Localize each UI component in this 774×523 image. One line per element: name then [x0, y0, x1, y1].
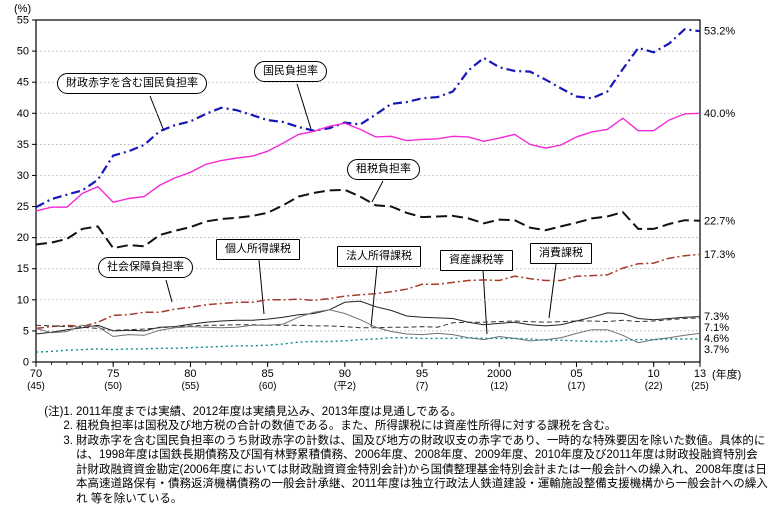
- series-label-deficit-included-national-burden: 財政赤字を含む国民負担率: [57, 73, 207, 94]
- x-tick-sublabel: (12): [490, 381, 508, 392]
- series-end-label: 7.1%: [704, 322, 729, 334]
- x-tick-sublabel: (22): [645, 381, 663, 392]
- x-tick-sublabel: (平2): [334, 381, 356, 392]
- footnote-marker: 3.: [63, 434, 73, 447]
- series-line-national-burden: [35, 112, 701, 212]
- y-tick-label: 15: [17, 263, 29, 275]
- x-tick-sublabel: (25): [691, 381, 709, 392]
- y-tick-label: 30: [17, 170, 29, 182]
- series-label-consumption-tax: 消費課税: [530, 243, 592, 264]
- callout-leader-lines: [149, 83, 557, 335]
- series-label-asset-tax: 資産課税等: [440, 250, 513, 271]
- footnote-text: 租税負担率は国税及び地方税の合計の数値である。また、所得課税には資産性所得に対す…: [76, 420, 617, 433]
- x-axis-unit: (年度): [712, 367, 741, 381]
- series-label-national-burden: 国民負担率: [254, 61, 327, 82]
- series-line-social-security-burden: [35, 253, 701, 330]
- x-tick-sublabel: (7): [416, 381, 428, 392]
- y-tick-label: 10: [17, 294, 29, 306]
- chart-area: 0 5 10 15 20 25 30 35 40 45 50 55 (%) (年度) 70 (45) 75 (50…: [14, 3, 741, 392]
- x-tick-sublabel: (60): [259, 381, 277, 392]
- y-tick-label: 35: [17, 139, 29, 151]
- y-tick-label: 0: [23, 357, 29, 369]
- x-tick-sublabel: (55): [182, 381, 200, 392]
- y-tick-label: 45: [17, 77, 29, 89]
- x-tick-label: 75: [107, 368, 119, 380]
- y-tick-label: 50: [17, 46, 29, 58]
- y-axis-unit: (%): [14, 3, 31, 15]
- x-tick-label: 85: [262, 368, 274, 380]
- y-tick-label: 5: [23, 325, 29, 337]
- footnote-1: (注)1. 2011年度までは実績、2012年度は実績見込み、2013年度は見通…: [6, 405, 768, 419]
- x-tick-label: 90: [339, 368, 351, 380]
- x-tick-label: 13: [694, 368, 706, 380]
- footnote-text: 2011年度までは実績、2012年度は実績見込み、2013年度は見通しである。: [76, 406, 462, 418]
- series-line-consumption-tax: [35, 317, 701, 331]
- x-tick-label: 95: [416, 368, 428, 380]
- series-end-label: 40.0%: [704, 108, 735, 120]
- chart-canvas: 0510152025303540455055(%)(年度)70(45)75(50…: [14, 3, 741, 392]
- x-tick-label: 2000: [487, 368, 511, 380]
- series-end-label: 7.3%: [704, 311, 729, 323]
- x-tick-sublabel: (50): [104, 381, 122, 392]
- y-tick-label: 20: [17, 232, 29, 244]
- footnote-3: 3. 財政赤字を含む国民負担率のうち財政赤字の計数は、国及び地方の財政収支の赤字…: [6, 434, 768, 506]
- footnotes: (注)1. 2011年度までは実績、2012年度は実績見込み、2013年度は見通…: [6, 405, 768, 506]
- series-end-label: 53.2%: [704, 26, 735, 38]
- series-end-label: 22.7%: [704, 215, 735, 227]
- series-line-tax-burden: [35, 188, 701, 250]
- x-tick-label: 80: [184, 368, 196, 380]
- x-tick-sublabel: (45): [27, 381, 45, 392]
- footnote-marker: (注)1.: [44, 406, 73, 418]
- series-line-deficit-included-national-burden: [35, 28, 701, 209]
- plot-border: [35, 19, 701, 363]
- footnote-text: 財政赤字を含む国民負担率のうち財政赤字の計数は、国及び地方の財政収支の赤字であり…: [76, 434, 768, 505]
- series-line-individual-income-tax: [35, 300, 701, 335]
- y-tick-label: 55: [17, 15, 29, 27]
- x-tick-label: 05: [570, 368, 582, 380]
- x-tick-label: 70: [30, 368, 42, 380]
- y-tick-label: 25: [17, 201, 29, 213]
- series-end-label: 17.3%: [704, 249, 735, 261]
- x-tick-sublabel: (17): [568, 381, 586, 392]
- series-line-corporate-income-tax: [35, 309, 701, 344]
- series-line-asset-tax: [35, 336, 700, 353]
- series-label-individual-income-tax: 個人所得課税: [216, 239, 300, 260]
- series-end-label: 3.7%: [704, 344, 729, 356]
- y-tick-label: 40: [17, 108, 29, 120]
- series-label-social-security-burden: 社会保障負担率: [98, 257, 193, 278]
- series-end-label: 4.6%: [704, 333, 729, 345]
- footnote-marker: 2.: [63, 420, 73, 433]
- footnote-2: 2. 租税負担率は国税及び地方税の合計の数値である。また、所得課税には資産性所得…: [6, 419, 768, 433]
- series-label-corporate-income-tax: 法人所得課税: [337, 246, 421, 267]
- series-label-tax-burden: 租税負担率: [347, 159, 420, 180]
- x-tick-label: 10: [648, 368, 660, 380]
